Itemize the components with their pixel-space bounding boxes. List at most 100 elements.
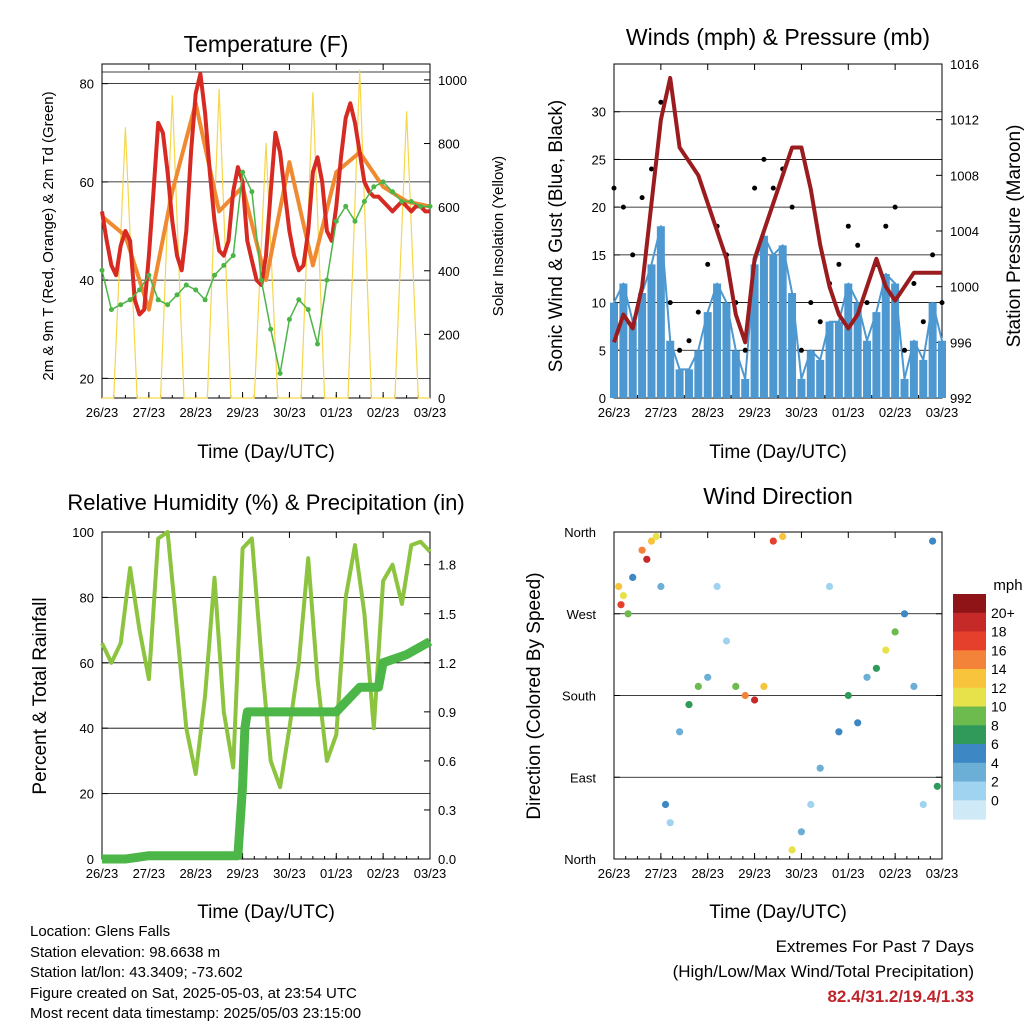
rh-xtick-label: 01/23 <box>320 866 353 881</box>
gust-point <box>789 204 795 210</box>
winds-ylabel-left: Sonic Wind & Gust (Blue, Black) <box>546 100 567 372</box>
gust-point <box>742 347 748 353</box>
humidity-title: Relative Humidity (%) & Precipitation (i… <box>67 490 464 515</box>
direction-point <box>694 682 702 691</box>
rh-ytick-label: 60 <box>80 656 94 671</box>
wind-xtick-label: 26/23 <box>598 405 631 420</box>
temp-ytick-right-label: 800 <box>438 137 460 152</box>
recent-text: Most recent data timestamp: 2025/05/03 2… <box>30 1005 362 1022</box>
dir-ytick-label: East <box>570 770 596 785</box>
wind-xtick-label: 27/23 <box>645 405 678 420</box>
rh-xtick-label: 27/23 <box>133 866 166 881</box>
speed-colorbar: 20+ 18 16 14 12 10 8 6 4 2 0 <box>953 594 1015 820</box>
direction-point <box>643 555 651 563</box>
extremes-title: Extremes For Past 7 Days <box>775 937 974 956</box>
direction-point <box>872 664 881 672</box>
wind-ytick-right-label: 996 <box>950 335 972 350</box>
temp-ytick-right-label: 200 <box>438 327 460 342</box>
colorbar-label: 0 <box>991 792 999 808</box>
colorbar-swatch <box>953 781 986 801</box>
colorbar-swatch <box>953 800 986 820</box>
humidity-panel: Relative Humidity (%) & Precipitation (i… <box>30 490 465 923</box>
rh-ytick-label: 0 <box>87 852 94 867</box>
rh-ytick-right-label: 0.3 <box>438 803 456 818</box>
colorbar-label: 4 <box>991 755 999 771</box>
colorbar-swatch <box>953 594 986 614</box>
direction-point <box>933 782 941 790</box>
gust-point <box>930 252 936 258</box>
direction-point <box>741 691 749 700</box>
temp-xtick-label: 03/23 <box>414 405 447 420</box>
colorbar-label: 12 <box>991 680 1007 696</box>
direction-point <box>732 682 740 691</box>
gust-point <box>864 300 870 306</box>
rh-xtick-label: 29/23 <box>226 866 259 881</box>
gust-point <box>667 300 673 306</box>
humidity-xlabel: Time (Day/UTC) <box>197 902 335 923</box>
direction-point <box>929 537 937 545</box>
gust-point <box>649 166 654 172</box>
wind-ytick-label: 20 <box>592 200 606 215</box>
wind-ytick-right-label: 992 <box>950 391 972 406</box>
direction-point <box>638 546 646 554</box>
precipitation-line <box>102 637 433 864</box>
temp-ytick-right-label: 1000 <box>438 73 467 88</box>
gust-point <box>883 223 889 229</box>
temp-9m-line <box>100 101 431 312</box>
direction-title: Wind Direction <box>703 483 853 509</box>
temp-xtick-label: 01/23 <box>320 405 353 420</box>
temp-xtick-label: 29/23 <box>226 405 259 420</box>
colorbar-swatch <box>953 706 986 726</box>
gust-point <box>836 261 842 267</box>
gust-point <box>817 319 823 325</box>
colorbar-label: 2 <box>991 774 999 790</box>
wind-ytick-label: 10 <box>592 296 606 311</box>
winds-title: Winds (mph) & Pressure (mb) <box>626 24 930 50</box>
wind-ytick-right-label: 1004 <box>950 224 979 239</box>
colorbar-title: mph <box>993 577 1022 594</box>
gust-point <box>892 204 898 210</box>
rh-xtick-label: 28/23 <box>179 866 212 881</box>
dir-xtick-label: 28/23 <box>691 866 724 881</box>
direction-point <box>816 764 824 772</box>
wind-ytick-right-label: 1008 <box>950 168 979 183</box>
colorbar-swatch <box>953 762 986 783</box>
direction-point <box>652 532 660 541</box>
gust-point <box>902 347 907 353</box>
temp-xtick-label: 02/23 <box>367 405 400 420</box>
wind-xtick-label: 30/23 <box>785 405 818 420</box>
rh-ytick-right-label: 0.6 <box>438 754 456 769</box>
rh-ytick-right-label: 1.5 <box>438 607 456 622</box>
direction-point <box>619 592 628 600</box>
direction-point <box>704 673 712 681</box>
direction-point <box>760 682 768 691</box>
wind-xtick-label: 28/23 <box>691 405 724 420</box>
sonic-wind-line <box>613 225 943 380</box>
direction-ylabel-left: Direction (Colored By Speed) <box>524 572 545 819</box>
dir-xtick-label: 29/23 <box>738 866 771 881</box>
gust-point <box>911 281 917 286</box>
extremes-subtitle: (High/Low/Max Wind/Total Precipitation) <box>672 962 974 981</box>
dir-ytick-label: South <box>562 689 596 704</box>
dir-xtick-label: 26/23 <box>598 866 631 881</box>
temp-xtick-label: 28/23 <box>179 405 212 420</box>
rh-xtick-label: 30/23 <box>273 866 306 881</box>
gust-point <box>939 300 945 306</box>
direction-plot-area: 26/23 27/23 28/23 29/23 30/23 01/23 02/23 03/23… <box>562 525 958 881</box>
colorbar-swatch <box>953 669 986 689</box>
gust-point <box>920 319 926 325</box>
wind-ytick-label: 15 <box>592 248 606 263</box>
dir-ytick-label: West <box>567 607 597 622</box>
temperature-ylabel-left: 2m & 9m T (Red, Orange) & 2m Td (Green) <box>40 91 57 380</box>
direction-point <box>657 582 665 591</box>
winds-plot-area: 26/23 27/23 28/23 29/23 30/23 01/23 02/23 03/23… <box>592 57 979 420</box>
direction-point <box>779 532 787 541</box>
temperature-xlabel: Time (Day/UTC) <box>197 442 335 463</box>
colorbar-label: 16 <box>991 642 1007 658</box>
gust-point <box>855 242 861 248</box>
gust-point <box>705 261 711 267</box>
gust-point <box>639 195 645 201</box>
colorbar-label: 14 <box>991 661 1007 677</box>
direction-point <box>844 691 852 700</box>
rh-xtick-label: 03/23 <box>414 866 447 881</box>
